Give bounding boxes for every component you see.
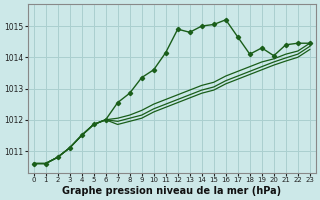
X-axis label: Graphe pression niveau de la mer (hPa): Graphe pression niveau de la mer (hPa): [62, 186, 281, 196]
